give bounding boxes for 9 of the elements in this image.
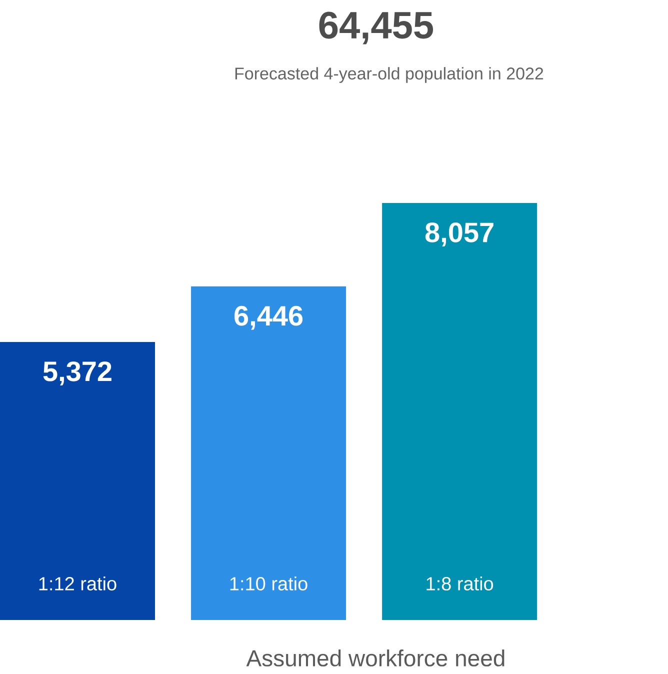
chart-subtitle: Forecasted 4-year-old population in 2022 bbox=[235, 67, 544, 83]
data-label: 8,057 bbox=[425, 222, 494, 246]
data-label: 6,446 bbox=[234, 306, 303, 330]
x-axis-title: Assumed workforce need bbox=[246, 650, 504, 666]
x-tick-label: 1:8 ratio bbox=[426, 576, 494, 590]
chart-title: 64,455 bbox=[319, 12, 434, 44]
x-tick-label: 1:10 ratio bbox=[230, 576, 308, 590]
x-tick-label: 1:12 ratio bbox=[39, 576, 116, 590]
data-label: 5,372 bbox=[43, 362, 112, 386]
